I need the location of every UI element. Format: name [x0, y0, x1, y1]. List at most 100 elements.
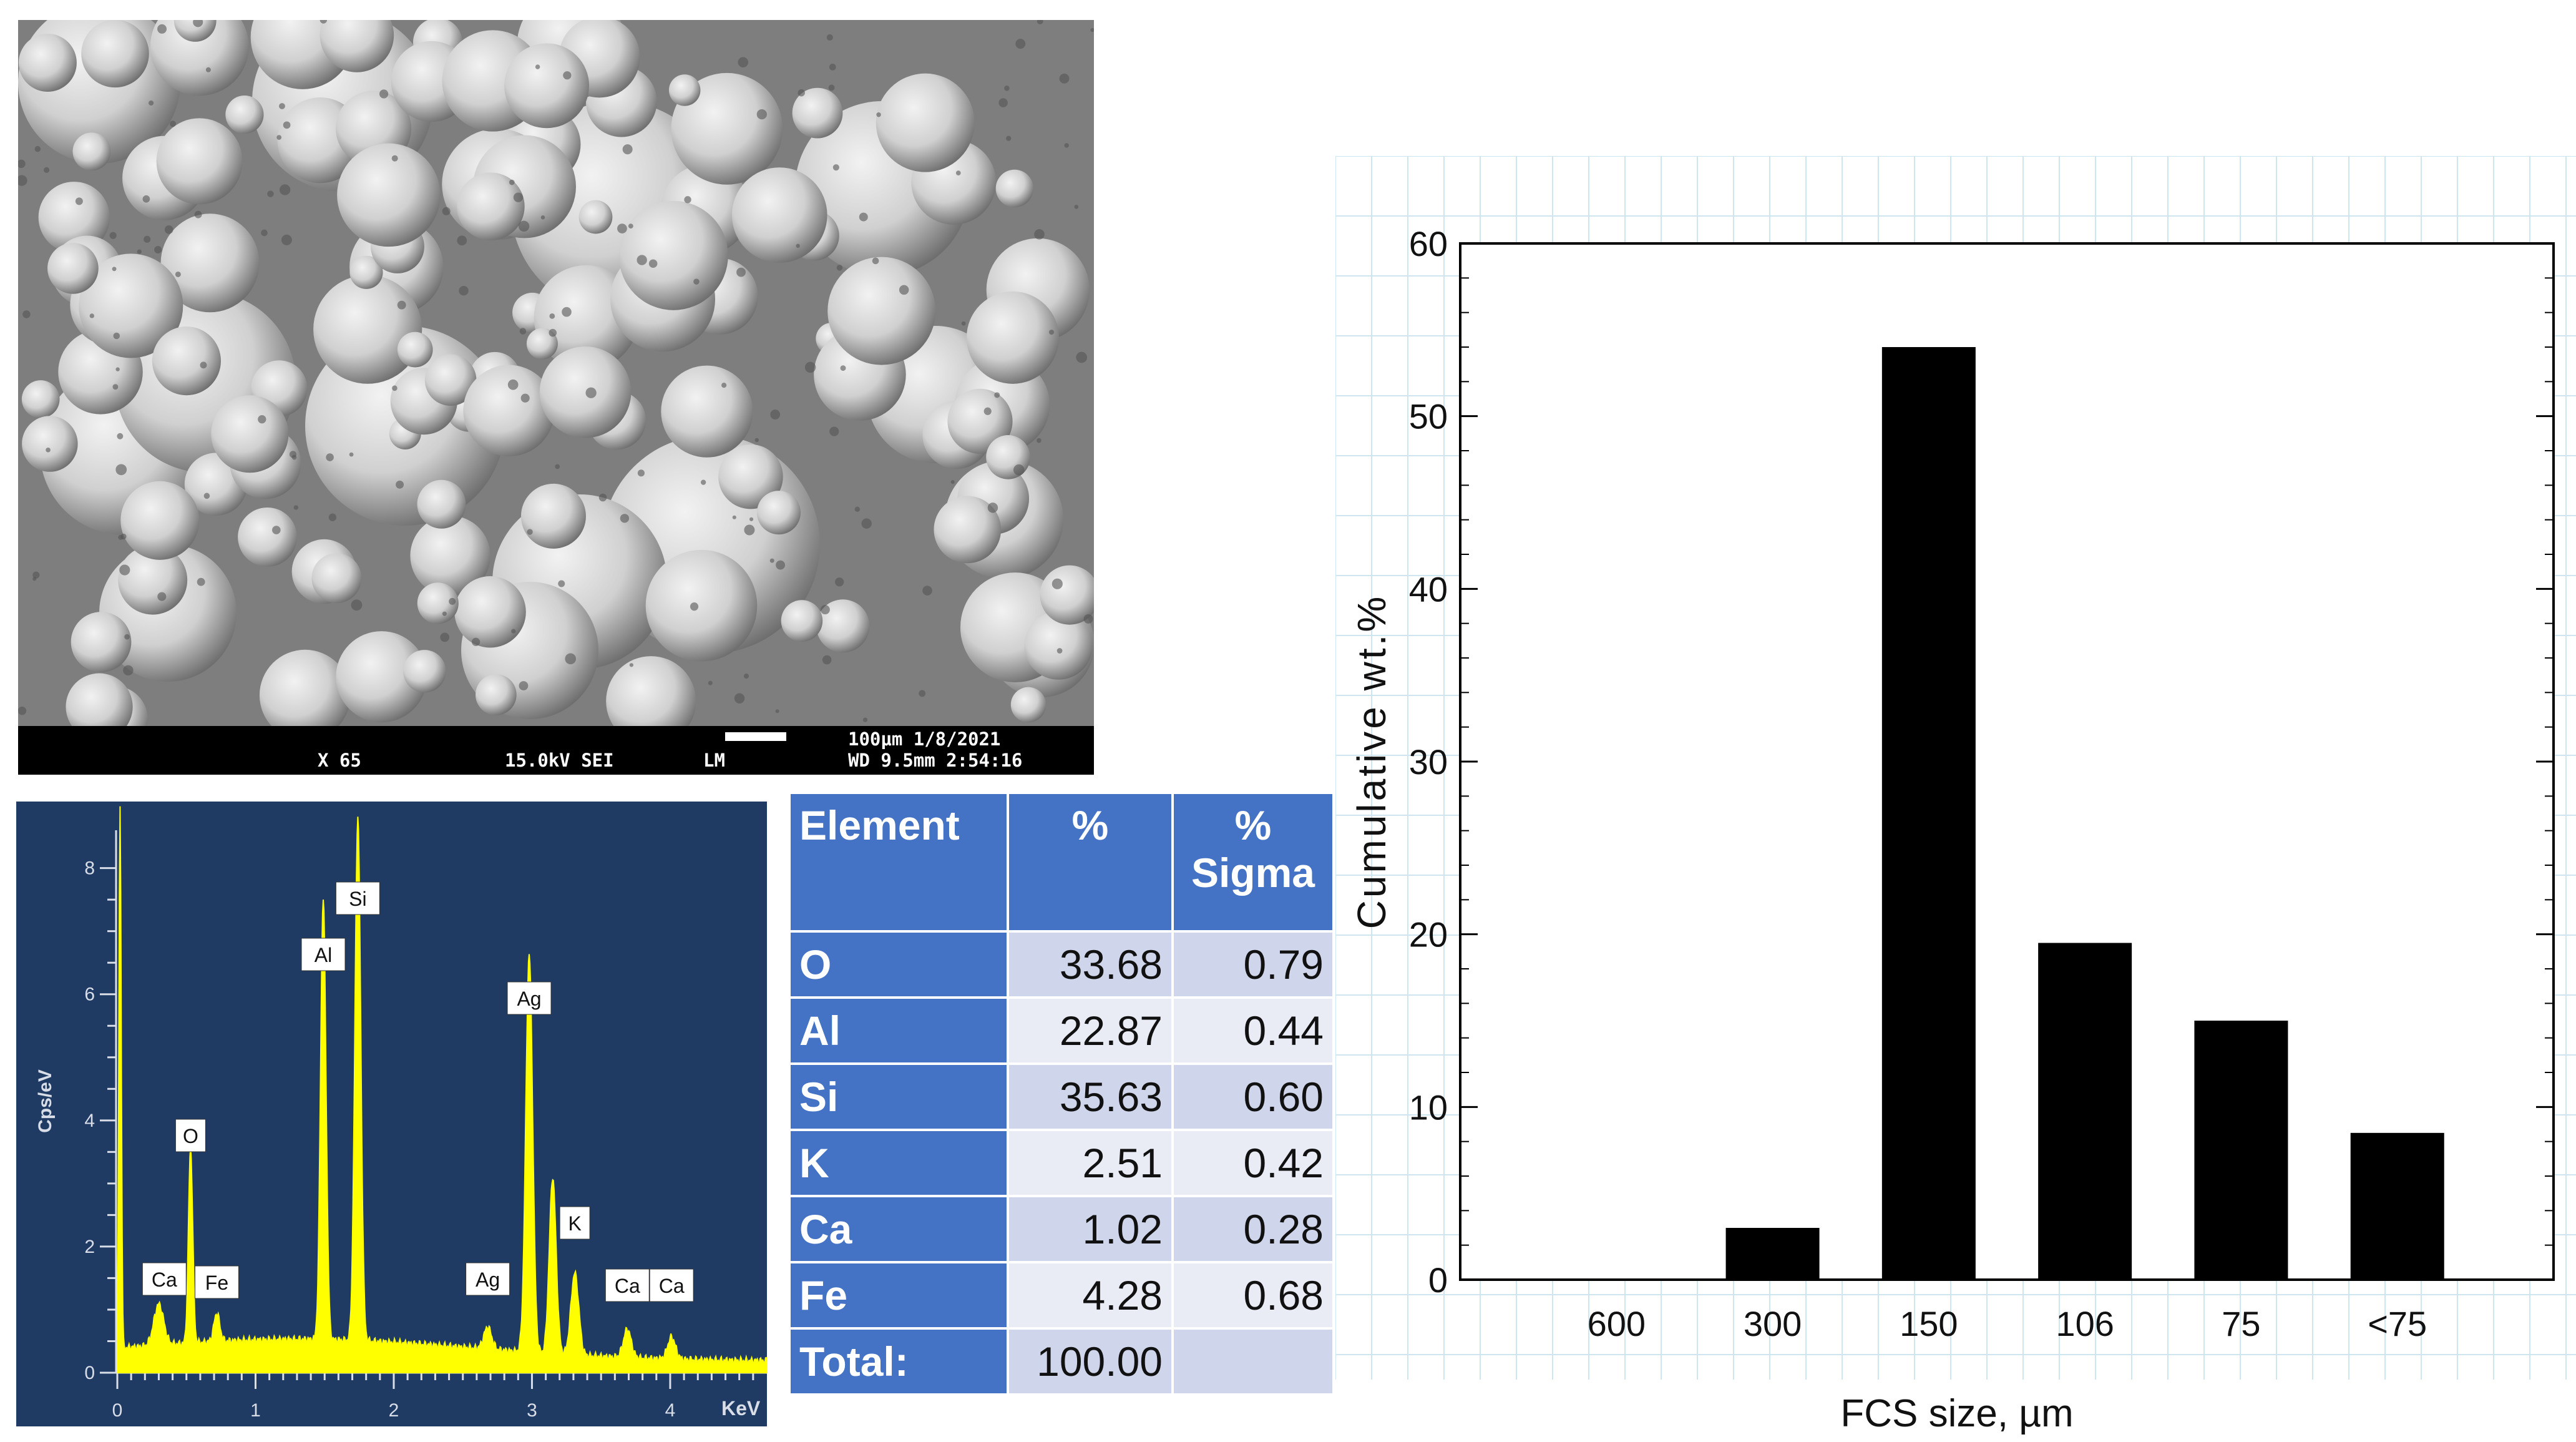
sem-particle [781, 600, 823, 642]
eds-y-tick-label: 0 [84, 1363, 95, 1383]
sem-pore [123, 665, 134, 676]
sem-pore [862, 717, 868, 722]
cell-sigma: 0.44 [1171, 996, 1335, 1065]
sem-pore [558, 580, 565, 587]
cell-element: Si [788, 1062, 1009, 1131]
eds-x-tick-label: 4 [665, 1400, 676, 1421]
cell-total-label: Total: [788, 1327, 1009, 1396]
sem-pore [798, 89, 805, 97]
sem-magnification: X 65 [318, 750, 361, 771]
sem-particle [160, 213, 260, 313]
sem-pore [18, 159, 26, 169]
sem-pore [396, 480, 404, 489]
header-sigma-label: % Sigma [1191, 802, 1315, 896]
sem-particle [668, 74, 701, 106]
sem-pore [194, 210, 202, 218]
eds-y-tick-label: 2 [84, 1237, 95, 1257]
cell-sigma: 0.79 [1171, 930, 1335, 999]
sem-pore [46, 448, 51, 453]
chart-plot-frame [1459, 242, 2555, 1281]
sem-pore [744, 524, 755, 536]
sem-pore [144, 235, 151, 243]
cell-sigma: 0.42 [1171, 1129, 1335, 1197]
sem-pore [1034, 229, 1045, 240]
eds-peak-label-box [649, 1268, 694, 1302]
sem-pore [291, 454, 297, 460]
sem-pore [124, 634, 130, 640]
sem-pore [998, 98, 1008, 107]
eds-peak-label-box [507, 981, 552, 1015]
sem-pore [22, 310, 31, 318]
sem-pore [617, 223, 627, 233]
sem-pore [629, 663, 634, 667]
eds-peak-label: K [568, 1212, 581, 1235]
sem-particle [152, 326, 222, 396]
sem-pore [820, 605, 830, 615]
sem-particle [504, 43, 590, 129]
eds-y-axis-label: Cps/eV [35, 1069, 56, 1133]
sem-pore [872, 257, 879, 265]
sem-pore [826, 34, 833, 41]
sem-pore [115, 464, 127, 476]
sem-particle [311, 553, 362, 604]
sem-pore [622, 144, 633, 155]
table-row: K 2.51 0.42 [788, 1129, 1335, 1197]
sem-pore [549, 328, 557, 337]
sem-pore [832, 164, 839, 171]
sem-pore [708, 680, 713, 685]
sem-pore [1076, 351, 1088, 363]
sem-pore [283, 121, 291, 129]
sem-pore [562, 307, 572, 317]
sem-pore [442, 611, 447, 616]
sem-pore [112, 267, 117, 272]
sem-pore [950, 480, 955, 484]
eds-peak-label: Si [349, 888, 366, 910]
sem-pore [267, 190, 274, 197]
sem-pore [349, 452, 354, 457]
sem-pore [555, 464, 560, 469]
sem-pore [379, 89, 389, 99]
sem-pore [1037, 20, 1043, 24]
sem-pore [32, 571, 40, 579]
sem-pore [743, 673, 749, 679]
chart-y-tick-label: 10 [1409, 1087, 1448, 1127]
sem-pore [1013, 464, 1025, 476]
sem-particle [827, 257, 936, 365]
sem-particle [71, 612, 132, 672]
sem-pore [527, 529, 533, 535]
sem-particle [463, 365, 555, 457]
sem-particle [403, 650, 446, 693]
table-header-row: Element % % Sigma [788, 792, 1335, 933]
sem-pore [535, 64, 540, 69]
table-row: Si 35.63 0.60 [788, 1062, 1335, 1131]
sem-pore [170, 120, 176, 127]
sem-pore [507, 379, 519, 390]
sem-pore [293, 505, 299, 510]
cell-total-percent: 100.00 [1007, 1327, 1174, 1396]
sem-pore [34, 145, 41, 152]
sem-pore [261, 229, 268, 237]
sem-pore [320, 20, 328, 24]
chart-x-axis-label: FCS size, µm [1840, 1392, 2073, 1435]
cell-percent: 1.02 [1007, 1195, 1174, 1263]
sem-pore [1064, 143, 1069, 148]
chart-y-tick-label: 20 [1409, 915, 1448, 954]
cell-percent: 35.63 [1007, 1062, 1174, 1131]
sem-particle [238, 507, 297, 567]
sem-particle [578, 200, 613, 234]
eds-peak-label: Ca [615, 1275, 640, 1297]
eds-x-tick-label: 3 [527, 1400, 537, 1421]
sem-particle [520, 483, 586, 549]
sem-pore [1036, 438, 1042, 443]
sem-pore [732, 515, 736, 519]
chart-x-tick-label: 150 [1900, 1304, 1958, 1343]
sem-pore [203, 493, 210, 499]
sem-particle [47, 243, 99, 294]
eds-peak-label: Fe [205, 1272, 228, 1294]
sem-particle [618, 200, 728, 310]
sem-pore [620, 514, 630, 523]
sem-pore [18, 175, 27, 186]
sem-pore [854, 506, 861, 513]
chart-x-tick-label: 106 [2056, 1304, 2114, 1343]
sem-particle [756, 491, 801, 535]
